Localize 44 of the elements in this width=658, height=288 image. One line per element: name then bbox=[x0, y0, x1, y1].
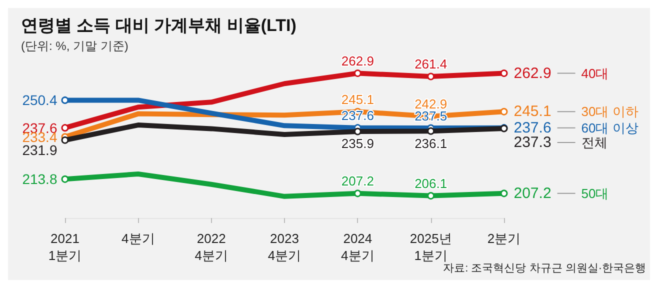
point bbox=[427, 72, 435, 80]
point bbox=[354, 190, 362, 198]
chart-title: 연령별 소득 대비 가계부채 비율(LTI) bbox=[21, 16, 296, 35]
x-tick-label: 2022 4분기 bbox=[194, 231, 228, 263]
x-tick-label: 2024 4분기 bbox=[341, 231, 374, 263]
point bbox=[500, 190, 508, 198]
point bbox=[61, 136, 69, 144]
data-label: 206.1 bbox=[414, 176, 448, 192]
point bbox=[427, 192, 435, 200]
text: 자료: 조국혁신당 차규근 의원실·한국은행 bbox=[443, 262, 646, 274]
point bbox=[500, 108, 508, 116]
data-label: 250.4 bbox=[22, 92, 58, 108]
data-label: 235.9 bbox=[341, 136, 374, 152]
data-label: 207.2 bbox=[341, 174, 374, 189]
text: 40대 bbox=[581, 66, 609, 81]
text: 30대 이하 bbox=[581, 104, 638, 120]
point bbox=[61, 124, 69, 132]
data-label: 245.1 bbox=[514, 103, 552, 120]
data-label: 213.8 bbox=[22, 171, 58, 188]
x-tick-label: 2분기 bbox=[487, 231, 521, 246]
x-tick-label: 4분기 bbox=[122, 231, 155, 246]
data-label: 207.2 bbox=[514, 184, 552, 202]
point bbox=[500, 70, 508, 78]
point bbox=[354, 128, 362, 136]
data-label: 261.4 bbox=[414, 56, 448, 72]
point bbox=[61, 175, 69, 183]
data-label: 262.9 bbox=[514, 64, 552, 82]
point bbox=[354, 70, 362, 78]
text: 60대 이상 bbox=[581, 120, 638, 136]
x-tick-label: 2023 4분기 bbox=[268, 231, 302, 263]
x-tick-label: 2021 1분기 bbox=[48, 231, 82, 263]
data-label: 237.6 bbox=[514, 119, 552, 136]
text: 50대 bbox=[581, 186, 609, 201]
data-label: 236.1 bbox=[414, 136, 448, 151]
data-label: 237.3 bbox=[514, 134, 552, 151]
point bbox=[427, 127, 435, 135]
data-label: 242.9 bbox=[414, 96, 448, 112]
chart-subtitle: (단위: %, 기말 기준) bbox=[21, 39, 128, 53]
data-label: 262.9 bbox=[341, 54, 374, 69]
data-label: 245.1 bbox=[341, 92, 374, 107]
point bbox=[61, 96, 69, 104]
x-tick-label: 2025년 1분기 bbox=[410, 231, 452, 263]
text: 전체 bbox=[581, 134, 608, 150]
data-label: 231.9 bbox=[22, 142, 58, 158]
